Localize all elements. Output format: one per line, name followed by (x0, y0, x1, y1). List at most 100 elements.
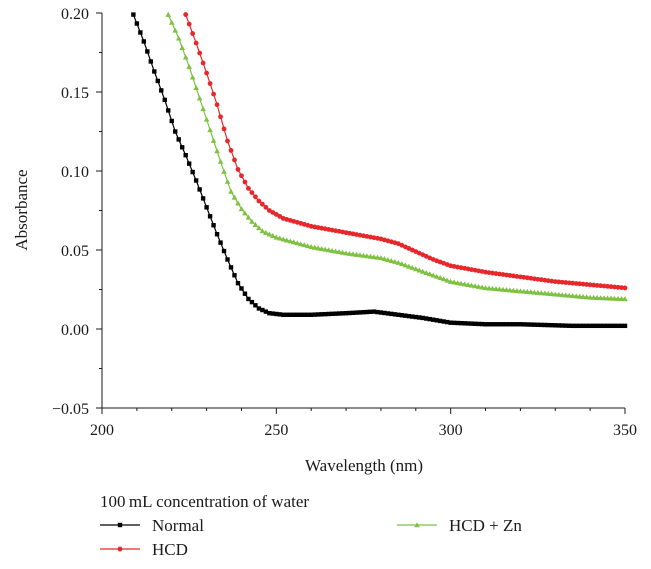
data-point (570, 323, 575, 329)
data-point (322, 246, 328, 252)
data-point (518, 322, 523, 327)
data-point (245, 214, 252, 220)
data-point (357, 252, 363, 258)
data-point (290, 239, 297, 245)
data-point (350, 310, 356, 316)
data-point (347, 310, 352, 316)
data-point (392, 312, 398, 317)
data-point (423, 269, 430, 275)
data-point (539, 322, 544, 328)
data-point (168, 19, 175, 25)
series-hcd (183, 12, 628, 291)
data-point (152, 69, 157, 74)
data-point (239, 173, 244, 179)
data-point (570, 280, 576, 286)
data-point (619, 323, 624, 329)
data-point (590, 294, 597, 300)
data-point (315, 312, 321, 317)
data-point (232, 273, 237, 278)
data-point (545, 290, 552, 296)
data-point (548, 291, 555, 297)
data-point (524, 288, 531, 294)
data-point (441, 319, 446, 324)
legend-items: Normal HCD HCD + Zn (100, 516, 522, 559)
data-point (228, 265, 234, 270)
data-point (224, 178, 231, 184)
data-point (364, 253, 370, 259)
data-point (465, 281, 471, 287)
data-point (256, 225, 262, 231)
data-point (211, 91, 216, 97)
data-point (437, 275, 444, 281)
data-point (368, 309, 373, 315)
data-point (235, 200, 241, 206)
data-point (567, 323, 572, 328)
y-axis-title: Absorbance (12, 169, 31, 250)
data-point (315, 245, 321, 251)
data-point (186, 161, 192, 166)
data-point (587, 282, 593, 288)
data-point (339, 249, 346, 255)
data-point (528, 322, 534, 327)
data-point (605, 323, 610, 329)
series-normal (131, 12, 628, 329)
data-point (444, 277, 450, 283)
data-point (560, 323, 565, 328)
data-point (438, 318, 443, 324)
data-point (410, 314, 415, 319)
data-point (597, 295, 604, 301)
data-point (217, 158, 224, 164)
data-point (200, 60, 206, 66)
data-point (546, 322, 551, 328)
data-point (538, 290, 545, 296)
data-point (228, 188, 234, 194)
data-point (190, 31, 196, 36)
data-point (176, 137, 181, 142)
data-point (591, 282, 597, 288)
data-point (273, 234, 280, 240)
data-point (291, 312, 296, 317)
data-point (475, 283, 482, 289)
data-point (326, 311, 331, 317)
data-point (577, 281, 583, 287)
series-hcd-zn (165, 11, 628, 302)
data-point (549, 323, 554, 328)
x-tick-label: 300 (439, 422, 463, 439)
data-point (399, 261, 405, 267)
data-point (183, 12, 189, 17)
data-point (426, 271, 433, 277)
data-point (329, 247, 335, 253)
data-point (207, 127, 213, 133)
data-point (465, 321, 471, 326)
data-point (395, 259, 402, 265)
data-point (242, 210, 248, 216)
data-point (419, 268, 426, 274)
data-point (280, 236, 287, 242)
data-point (148, 59, 154, 64)
data-point (270, 232, 276, 239)
data-point (493, 322, 499, 327)
data-point (266, 231, 273, 237)
data-point (601, 323, 607, 329)
data-point (608, 295, 614, 301)
data-point (486, 285, 492, 291)
data-point (228, 148, 234, 153)
data-point (322, 311, 328, 317)
data-point (577, 323, 582, 329)
data-point (259, 201, 265, 207)
data-point (166, 108, 171, 113)
data-point (615, 295, 621, 301)
data-point (622, 285, 628, 291)
data-point (542, 290, 548, 296)
data-point (270, 311, 276, 316)
data-point (413, 314, 418, 320)
data-point (288, 312, 293, 317)
legend-label: HCD + Zn (449, 516, 522, 535)
y-tick-label: 0.10 (61, 164, 89, 181)
data-point (371, 309, 377, 314)
data-point (556, 279, 562, 285)
data-point (447, 278, 454, 284)
data-point (238, 206, 245, 212)
data-point (218, 240, 223, 245)
